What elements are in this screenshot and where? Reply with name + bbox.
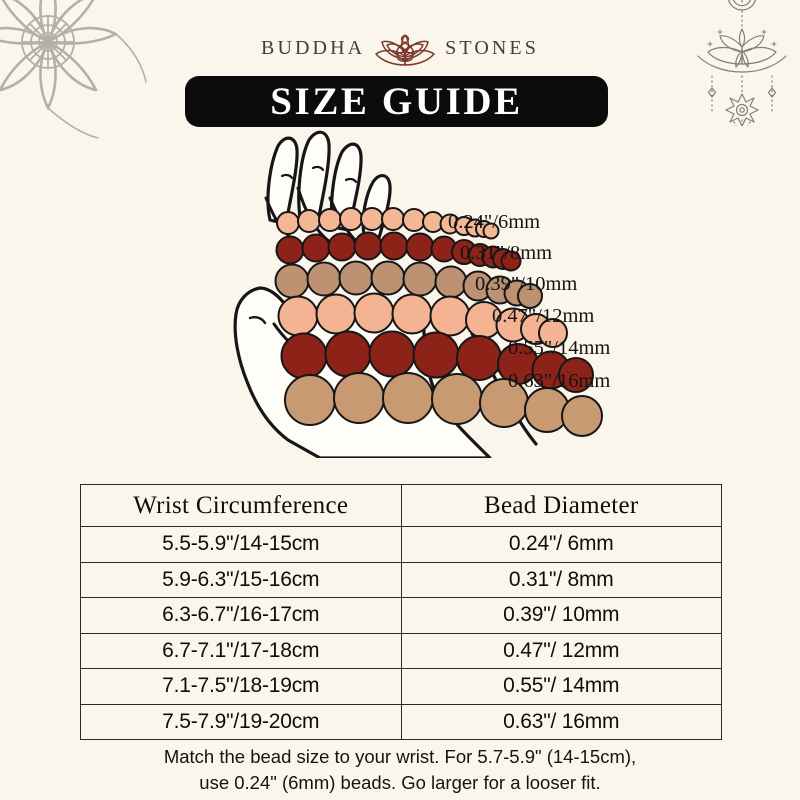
- footer-line-1: Match the bead size to your wrist. For 5…: [163, 746, 637, 767]
- mandala-icon: [0, 0, 148, 142]
- bracelet-row-10mm: [274, 260, 543, 309]
- cell-wrist: 7.5-7.9"/19-20cm: [80, 703, 402, 740]
- column-header-wrist: Wrist Circumference: [80, 484, 402, 527]
- cell-bead: 0.55"/ 14mm: [400, 668, 722, 705]
- table-row: 6.3-6.7"/16-17cm 0.39"/ 10mm: [80, 597, 722, 634]
- brand-word-right: STONES: [445, 37, 539, 59]
- column-header-bead: Bead Diameter: [400, 484, 722, 527]
- hand-bracelet-illustration: [170, 128, 650, 458]
- footer-note: Match the bead size to your wrist. For 5…: [90, 744, 710, 796]
- cell-bead: 0.31"/ 8mm: [400, 561, 722, 598]
- table-row: 5.9-6.3"/15-16cm 0.31"/ 8mm: [80, 561, 722, 598]
- footer-line-2: use 0.24" (6mm) beads. Go larger for a l…: [199, 772, 601, 793]
- page-title: SIZE GUIDE: [270, 80, 523, 123]
- lotus-meditation-icon: [374, 28, 436, 68]
- bracelet-row-14mm: [280, 330, 594, 393]
- table-row: 7.5-7.9"/19-20cm 0.63"/ 16mm: [80, 703, 722, 740]
- table-row: 6.7-7.1"/17-18cm 0.47"/ 12mm: [80, 632, 722, 669]
- brand-header: BUDDHA STONES: [0, 26, 800, 70]
- cell-wrist: 6.7-7.1"/17-18cm: [80, 632, 402, 669]
- cell-bead: 0.63"/ 16mm: [400, 703, 722, 740]
- cell-wrist: 6.3-6.7"/16-17cm: [80, 597, 402, 634]
- cell-bead: 0.24"/ 6mm: [400, 526, 722, 563]
- table-row: 7.1-7.5"/18-19cm 0.55"/ 14mm: [80, 668, 722, 705]
- cell-wrist: 7.1-7.5"/18-19cm: [80, 668, 402, 705]
- page-title-banner: SIZE GUIDE: [185, 76, 608, 127]
- cell-bead: 0.47"/ 12mm: [400, 632, 722, 669]
- bracelet-row-12mm: [277, 292, 568, 348]
- brand-word-left: BUDDHA: [261, 37, 366, 59]
- cell-wrist: 5.9-6.3"/15-16cm: [80, 561, 402, 598]
- bracelet-row-8mm: [275, 231, 522, 272]
- table-row: 5.5-5.9"/14-15cm 0.24"/ 6mm: [80, 526, 722, 563]
- bracelet-row-6mm: [276, 207, 500, 240]
- cell-wrist: 5.5-5.9"/14-15cm: [80, 526, 402, 563]
- table-header-row: Wrist Circumference Bead Diameter: [80, 484, 722, 527]
- bracelet-row-16mm: [284, 372, 603, 437]
- size-chart-table: Wrist Circumference Bead Diameter 5.5-5.…: [80, 484, 722, 740]
- cell-bead: 0.39"/ 10mm: [400, 597, 722, 634]
